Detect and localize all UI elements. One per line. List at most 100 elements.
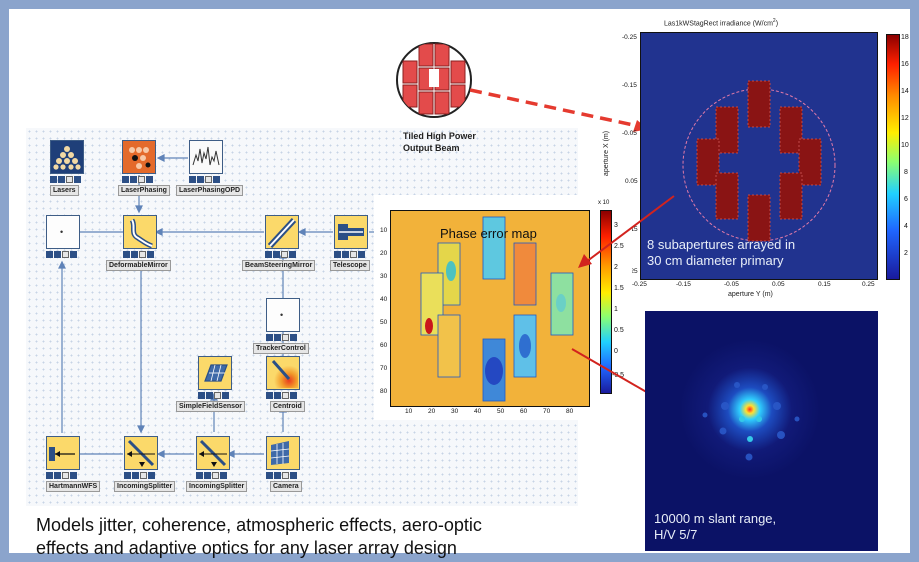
- lasers-controls[interactable]: [50, 176, 86, 183]
- irr-cb-8: 4: [904, 223, 908, 230]
- irradiance-title: Las1kWStagRect irradiance (W/cm2): [664, 18, 778, 27]
- phase-map-plot: [390, 210, 590, 407]
- pm-cb-7: 0: [614, 348, 618, 355]
- sum-block-icon[interactable]: •: [46, 215, 80, 249]
- pm-cb-2: 2.5: [614, 243, 624, 250]
- pm-ytick-7: 70: [380, 365, 388, 372]
- pm-xtick-6: 60: [520, 408, 528, 415]
- pm-xtick-4: 40: [474, 408, 482, 415]
- irr-ytick-3: -0.05: [622, 130, 637, 137]
- irradiance-ylabel: aperture X (m): [603, 130, 611, 177]
- pm-xtick-7: 70: [543, 408, 551, 415]
- irr-cb-6: 8: [904, 169, 908, 176]
- telescope-block-icon[interactable]: [334, 215, 368, 249]
- tracker-control-block-icon[interactable]: •: [266, 298, 300, 332]
- pm-xtick-2: 20: [428, 408, 436, 415]
- phase-colorbar: [600, 210, 612, 394]
- irr-xtick-3: -0.05: [724, 281, 739, 288]
- pm-xtick-1: 10: [405, 408, 413, 415]
- phase-colorbar-exp: x 10: [598, 200, 610, 206]
- pm-ytick-6: 60: [380, 342, 388, 349]
- irr-xtick-5: 0.15: [818, 281, 831, 288]
- phase-map-title: Phase error map: [440, 226, 537, 241]
- irradiance-title-sup: 2: [772, 18, 776, 24]
- irr-ytick-2: -0.15: [622, 82, 637, 89]
- far-field-annotation: 10000 m slant range, H/V 5/7: [654, 511, 776, 543]
- beam-label: Tiled High Power Output Beam: [403, 130, 476, 154]
- pm-ytick-4: 40: [380, 296, 388, 303]
- sum-block-controls[interactable]: [46, 251, 82, 258]
- tracker-control-controls[interactable]: [266, 334, 302, 341]
- camera-label: Camera: [270, 481, 302, 492]
- incoming-splitter-1-controls[interactable]: [124, 472, 160, 479]
- pm-ytick-5: 50: [380, 319, 388, 326]
- svg-text:•: •: [280, 310, 283, 320]
- irr-cb-7: 6: [904, 196, 908, 203]
- camera-block-icon[interactable]: [266, 436, 300, 470]
- centroid-controls[interactable]: [266, 392, 302, 399]
- centroid-block-icon[interactable]: [266, 356, 300, 390]
- irradiance-title-end: ): [775, 20, 779, 28]
- irradiance-annotation-line2: 30 cm diameter primary: [647, 253, 784, 268]
- centroid-label: Centroid: [270, 401, 305, 412]
- laser-phasing-opd-block-icon[interactable]: [189, 140, 223, 174]
- pm-ytick-8: 80: [380, 388, 388, 395]
- pm-cb-4: 1.5: [614, 285, 624, 292]
- laser-phasing-block-icon[interactable]: [122, 140, 156, 174]
- deformable-mirror-block-icon[interactable]: [123, 215, 157, 249]
- lasers-block-icon[interactable]: [50, 140, 84, 174]
- svg-text:•: •: [60, 227, 63, 237]
- red-arrow-to-phase-icon: [578, 195, 675, 268]
- lasers-label: Lasers: [50, 185, 79, 196]
- irr-xtick-6: 0.25: [862, 281, 875, 288]
- hartmann-wfs-block-icon[interactable]: [46, 436, 80, 470]
- irradiance-xlabel: aperture Y (m): [728, 291, 773, 298]
- beam-label-line1: Tiled High Power: [403, 131, 476, 141]
- pm-xtick-3: 30: [451, 408, 459, 415]
- incoming-splitter-2-block-icon[interactable]: [196, 436, 230, 470]
- slide-caption: Models jitter, coherence, atmospheric ef…: [36, 514, 482, 560]
- beam-steering-mirror-label: BeamSteeringMirror: [242, 260, 316, 271]
- laser-phasing-opd-controls[interactable]: [189, 176, 225, 183]
- irradiance-plot: [640, 32, 878, 280]
- simple-field-sensor-label: SimpleFieldSensor: [176, 401, 246, 412]
- irr-cb-3: 14: [901, 88, 909, 95]
- beam-steering-mirror-block-icon[interactable]: [265, 215, 299, 249]
- tracker-control-label: TrackerControl: [253, 343, 309, 354]
- hartmann-wfs-controls[interactable]: [46, 472, 82, 479]
- incoming-splitter-2-label: IncomingSplitter: [186, 481, 248, 492]
- far-field-image: [645, 311, 878, 551]
- laser-phasing-controls[interactable]: [122, 176, 158, 183]
- pm-xtick-8: 80: [566, 408, 574, 415]
- irr-xtick-2: -0.15: [676, 281, 691, 288]
- beam-steering-mirror-controls[interactable]: [265, 251, 301, 258]
- laser-phasing-label: LaserPhasing: [118, 185, 170, 196]
- telescope-controls[interactable]: [334, 251, 370, 258]
- tiled-beam-icon: [396, 42, 472, 118]
- phase-map-shapes: [420, 216, 574, 402]
- simple-field-sensor-block-icon[interactable]: [198, 356, 232, 390]
- incoming-splitter-2-controls[interactable]: [196, 472, 232, 479]
- hartmann-wfs-label: HartmannWFS: [46, 481, 101, 492]
- camera-controls[interactable]: [266, 472, 302, 479]
- deformable-mirror-label: DeformableMirror: [106, 260, 171, 271]
- laser-phasing-opd-label: LaserPhasingOPD: [176, 185, 244, 196]
- irradiance-annotation: 8 subapertures arrayed in 30 cm diameter…: [647, 237, 795, 269]
- caption-line1: Models jitter, coherence, atmospheric ef…: [36, 515, 482, 535]
- telescope-label: Telescope: [330, 260, 370, 271]
- irr-cb-2: 16: [901, 61, 909, 68]
- incoming-splitter-1-block-icon[interactable]: [124, 436, 158, 470]
- irr-ytick-1: -0.25: [622, 34, 637, 41]
- deformable-mirror-controls[interactable]: [123, 251, 159, 258]
- beam-label-line2: Output Beam: [403, 143, 460, 153]
- far-field-speckles: [702, 382, 800, 461]
- far-field-line1: 10000 m slant range,: [654, 511, 777, 526]
- irradiance-shapes: [682, 80, 836, 242]
- pm-ytick-1: 10: [380, 227, 388, 234]
- simple-field-sensor-controls[interactable]: [198, 392, 234, 399]
- irr-ytick-4: 0.05: [625, 178, 638, 185]
- pm-ytick-3: 30: [380, 273, 388, 280]
- irradiance-annotation-line1: 8 subapertures arrayed in: [647, 237, 796, 252]
- caption-line2: effects and adaptive optics for any lase…: [36, 538, 457, 558]
- pm-cb-5: 1: [614, 306, 618, 313]
